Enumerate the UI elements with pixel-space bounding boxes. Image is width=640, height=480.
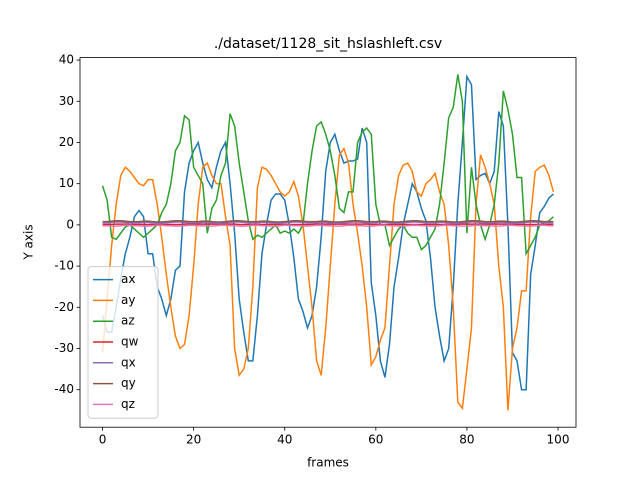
legend-label: qx <box>121 355 136 369</box>
x-tick-label: 80 <box>459 433 474 447</box>
y-tick-label: 20 <box>59 135 74 149</box>
y-tick-label: -10 <box>54 259 74 273</box>
series-line <box>102 224 554 227</box>
y-tick-label: 40 <box>59 53 74 67</box>
x-tick-label: 40 <box>277 433 292 447</box>
legend-label: ay <box>121 293 135 307</box>
x-tick-label: 60 <box>368 433 383 447</box>
x-tick-label: 100 <box>547 433 570 447</box>
legend-label: ax <box>121 272 135 286</box>
chart-title: ./dataset/1128_sit_hslashleft.csv <box>214 36 442 52</box>
legend-label: qy <box>121 376 136 390</box>
plot-frame <box>79 57 577 428</box>
legend-box <box>87 266 159 419</box>
x-tick-label: 20 <box>186 433 201 447</box>
series-line <box>102 221 554 224</box>
legend-label: qz <box>121 397 135 411</box>
series-line <box>102 220 554 223</box>
series-line <box>101 74 554 257</box>
y-tick-label: 30 <box>59 94 74 108</box>
y-tick-label: 10 <box>59 176 74 190</box>
y-tick-label: 0 <box>66 217 74 231</box>
series-line <box>101 147 555 411</box>
y-tick-label: -20 <box>54 300 74 314</box>
y-axis-label: Y axis <box>22 224 36 260</box>
y-tick-label: -40 <box>54 382 74 396</box>
x-tick-label: 0 <box>99 433 107 447</box>
legend-label: az <box>121 314 135 328</box>
y-tick-label: -30 <box>54 341 74 355</box>
x-axis-label: frames <box>307 456 349 470</box>
legend-label: qw <box>121 335 139 349</box>
